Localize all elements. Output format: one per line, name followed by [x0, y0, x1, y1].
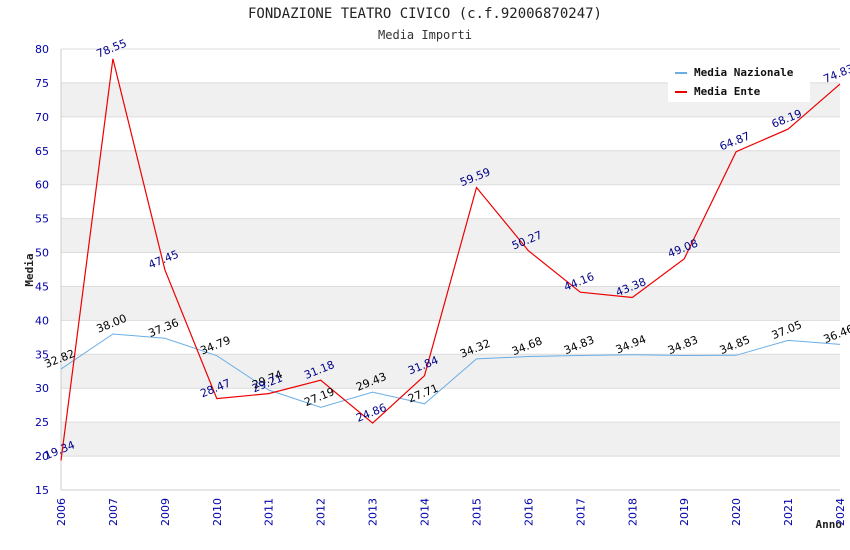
data-label: 24.86: [354, 401, 388, 425]
x-axis-label: Anno: [816, 518, 843, 531]
legend: Media Nazionale Media Ente: [668, 60, 810, 102]
series-line-media-ente: [60, 58, 841, 461]
grid-band: [61, 422, 840, 457]
y-tick-label: 80: [35, 43, 49, 56]
x-tick-label: 2020: [730, 498, 743, 526]
legend-box: [668, 60, 810, 102]
x-tick-label: 2014: [419, 498, 432, 526]
grid-band: [61, 286, 840, 321]
chart-subtitle: Media Importi: [378, 28, 472, 42]
grid-band: [61, 354, 840, 389]
x-tick-label: 2006: [55, 498, 68, 526]
x-tick-label: 2016: [522, 498, 535, 526]
y-tick-label: 40: [35, 314, 49, 327]
y-tick-label: 60: [35, 179, 49, 192]
series-lines: [60, 58, 841, 461]
data-label: 64.87: [718, 129, 752, 153]
data-label: 34.85: [718, 333, 752, 357]
data-label: 37.05: [770, 318, 804, 342]
grid-band: [61, 218, 840, 253]
data-label: 36.46: [822, 322, 850, 346]
x-tick-label: 2009: [159, 498, 172, 526]
y-tick-label: 30: [35, 382, 49, 395]
x-tick-label: 2021: [782, 498, 795, 526]
data-label: 78.55: [95, 37, 129, 61]
data-label: 19.34: [43, 438, 77, 462]
x-tick-labels: 2006 2007 2009 2010 2011 2012 2013 2014 2015 2016…: [55, 498, 847, 526]
x-tick-label: 2019: [678, 498, 691, 526]
chart-title: FONDAZIONE TEATRO CIVICO (c.f.9200687024…: [248, 6, 602, 22]
data-label: 74.83: [822, 62, 850, 86]
x-tick-label: 2017: [574, 498, 587, 526]
x-tick-label: 2011: [263, 498, 276, 526]
y-tick-label: 20: [35, 450, 49, 463]
legend-label: Media Nazionale: [694, 66, 794, 79]
y-tick-label: 15: [35, 484, 49, 497]
y-tick-label: 35: [35, 348, 49, 361]
axes: [60, 49, 840, 491]
x-tick-label: 2010: [211, 498, 224, 526]
x-tick-label: 2015: [470, 498, 483, 526]
x-tick-label: 2024: [834, 498, 847, 526]
y-tick-label: 25: [35, 416, 49, 429]
data-label: 34.83: [666, 333, 700, 357]
legend-label: Media Ente: [694, 85, 761, 98]
grid-band: [61, 150, 840, 185]
y-tick-label: 70: [35, 111, 49, 124]
y-tick-label: 75: [35, 77, 49, 90]
x-tick-label: 2012: [315, 498, 328, 526]
y-axis-label: Media: [23, 253, 36, 286]
x-tick-label: 2018: [626, 498, 639, 526]
y-tick-label: 45: [35, 280, 49, 293]
x-tick-label: 2013: [367, 498, 380, 526]
y-tick-label: 50: [35, 247, 49, 260]
x-tick-label: 2007: [107, 498, 120, 526]
series-line-media-nazionale: [60, 333, 841, 408]
y-tick-labels: 15 20 25 30 35 40 45 50 55 60 65 70 75 80: [35, 43, 49, 497]
y-tick-label: 65: [35, 145, 49, 158]
data-label: 34.83: [562, 333, 596, 357]
data-label: 34.94: [614, 333, 648, 357]
y-tick-label: 55: [35, 213, 49, 226]
